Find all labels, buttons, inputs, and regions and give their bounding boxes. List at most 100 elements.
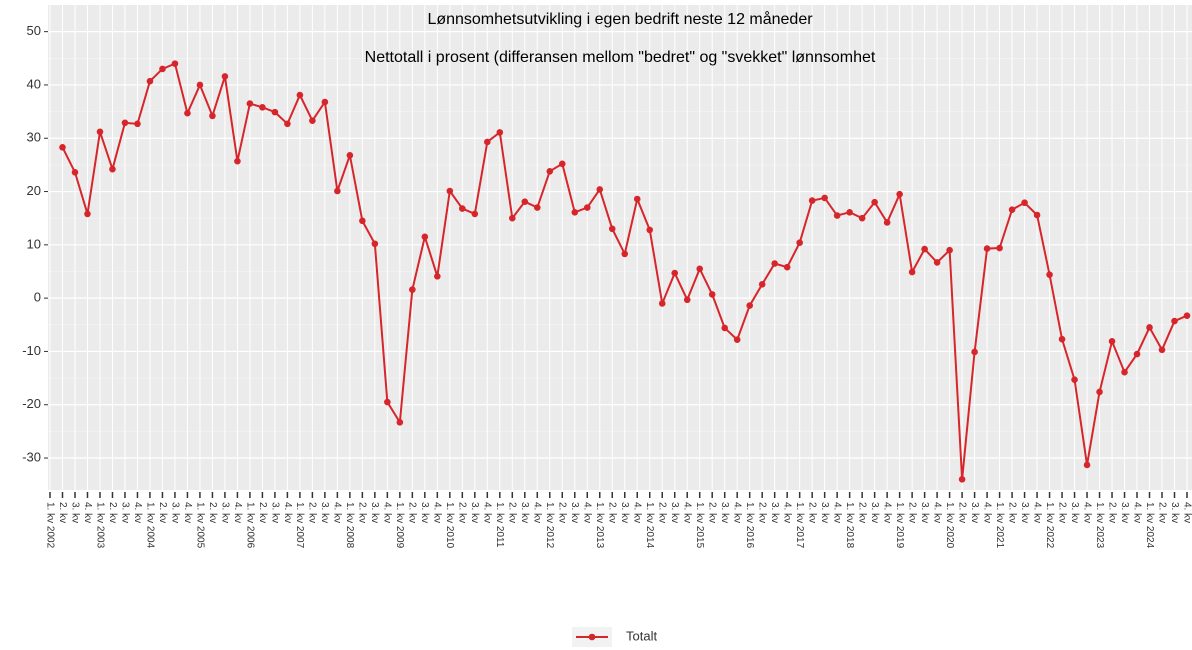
- data-point: [508, 214, 516, 222]
- data-point: [446, 187, 454, 195]
- data-point: [896, 190, 903, 198]
- x-tick-label: 4. kv: [182, 502, 193, 523]
- x-tick-label: 1. kv 2009: [394, 502, 405, 549]
- x-tick-label: 2. kv: [607, 502, 618, 523]
- data-point: [496, 129, 504, 136]
- data-point: [371, 240, 379, 248]
- x-tick-label: 4. kv: [1031, 502, 1042, 523]
- x-tick-label: 2. kv: [307, 502, 318, 523]
- data-point: [1008, 206, 1016, 213]
- x-tick-label: 2. kv: [757, 502, 768, 523]
- data-point: [359, 217, 366, 225]
- y-tick-label: 30: [27, 130, 41, 145]
- x-tick-label: 1. kv 2007: [294, 502, 305, 549]
- data-point: [1158, 346, 1166, 354]
- data-point: [296, 91, 304, 99]
- chart-subtitle: Nettotall i prosent (differansen mellom …: [365, 49, 876, 66]
- data-point: [484, 138, 491, 146]
- data-point: [196, 81, 204, 89]
- data-point: [71, 169, 79, 176]
- x-tick-label: 1. kv 2021: [994, 502, 1005, 549]
- x-tick-label: 1. kv 2004: [144, 502, 155, 549]
- x-tick-label: 3. kv: [469, 502, 480, 523]
- x-tick-label: 4. kv: [881, 502, 892, 523]
- data-point: [459, 205, 466, 212]
- data-point: [1096, 388, 1103, 396]
- x-tick-label: 3. kv: [319, 502, 330, 523]
- data-point: [121, 119, 129, 127]
- x-tick-label: 1. kv 2020: [944, 502, 955, 549]
- data-point: [384, 398, 391, 406]
- x-tick-label: 4. kv: [1181, 502, 1192, 523]
- data-point: [821, 194, 828, 202]
- x-tick-label: 4. kv: [832, 502, 843, 523]
- data-point: [708, 291, 716, 298]
- data-point: [546, 167, 554, 175]
- x-tick-label: 3. kv: [169, 502, 180, 523]
- data-point: [1121, 368, 1128, 376]
- x-tick-label: 3. kv: [619, 502, 630, 523]
- data-point: [1133, 350, 1141, 358]
- x-tick-label: 4. kv: [132, 502, 143, 523]
- data-point: [646, 226, 654, 234]
- data-point: [771, 260, 778, 267]
- x-tick-label: 3. kv: [1019, 502, 1030, 523]
- data-point: [696, 265, 704, 273]
- data-point: [908, 268, 916, 276]
- data-point: [1183, 312, 1191, 320]
- data-point: [334, 187, 341, 195]
- x-tick-label: 2. kv: [906, 502, 917, 523]
- y-tick-label: -10: [22, 343, 41, 358]
- data-point: [1021, 199, 1028, 207]
- data-point: [96, 128, 104, 136]
- x-tick-label: 2. kv: [1006, 502, 1017, 523]
- x-tick-label: 4. kv: [682, 502, 693, 523]
- chart-title: Lønnsomhetsutvikling i egen bedrift nest…: [427, 10, 813, 28]
- y-tick-label: 20: [27, 183, 41, 198]
- data-point: [159, 65, 166, 73]
- x-tick-label: 3. kv: [219, 502, 230, 523]
- legend-label: Totalt: [626, 628, 657, 643]
- x-tick-label: 1. kv 2008: [344, 502, 355, 549]
- x-tick-label: 1. kv 2005: [194, 502, 205, 549]
- x-tick-label: 3. kv: [669, 502, 680, 523]
- x-tick-label: 3. kv: [869, 502, 880, 523]
- data-point: [808, 197, 816, 204]
- data-point: [284, 120, 291, 128]
- x-tick-label: 1. kv 2015: [694, 502, 705, 549]
- y-tick-label: -30: [22, 449, 41, 464]
- data-point: [346, 151, 354, 159]
- data-point: [608, 225, 616, 233]
- x-tick-label: 2. kv: [1156, 502, 1167, 523]
- data-point: [958, 476, 966, 483]
- data-point: [533, 204, 541, 211]
- data-point: [1033, 211, 1041, 219]
- data-point: [683, 296, 691, 304]
- data-point: [971, 348, 978, 356]
- x-tick-label: 3. kv: [369, 502, 380, 523]
- x-tick-label: 1. kv 2023: [1094, 502, 1105, 549]
- data-point: [783, 263, 791, 271]
- data-point: [846, 209, 853, 216]
- x-tick-label: 2. kv: [507, 502, 518, 523]
- y-tick-label: 40: [27, 76, 41, 91]
- data-point: [858, 214, 866, 222]
- data-point: [558, 160, 566, 168]
- x-tick-label: 2. kv: [1056, 502, 1067, 523]
- y-tick-label: 10: [27, 236, 41, 251]
- data-point: [309, 117, 316, 124]
- data-point: [596, 186, 604, 193]
- x-tick-label: 3. kv: [119, 502, 130, 523]
- x-tick-label: 1. kv 2016: [744, 502, 755, 549]
- x-tick-label: 3. kv: [919, 502, 930, 523]
- x-tick-label: 1. kv 2019: [894, 502, 905, 549]
- data-point: [933, 259, 941, 266]
- data-point: [109, 165, 116, 173]
- x-tick-label: 1. kv 2017: [794, 502, 805, 549]
- x-tick-label: 1. kv 2010: [444, 502, 455, 549]
- data-point: [59, 144, 66, 151]
- data-point: [259, 104, 266, 111]
- x-tick-label: 2. kv: [807, 502, 818, 523]
- data-point: [633, 195, 641, 203]
